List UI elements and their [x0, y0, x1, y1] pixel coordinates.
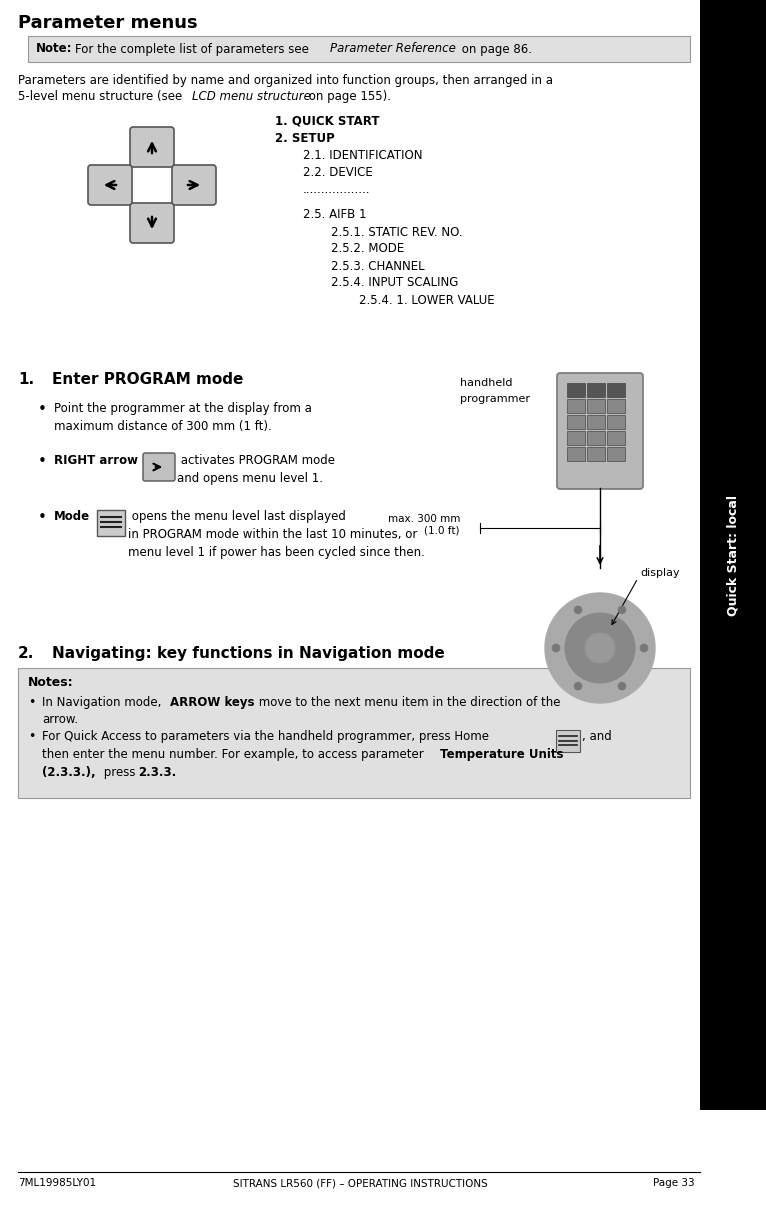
FancyBboxPatch shape	[587, 400, 605, 413]
Text: max. 300 mm
(1.0 ft): max. 300 mm (1.0 ft)	[388, 514, 460, 536]
Text: press: press	[100, 766, 139, 779]
FancyBboxPatch shape	[607, 400, 625, 413]
Text: handheld: handheld	[460, 378, 512, 387]
Text: In Navigation mode,: In Navigation mode,	[42, 696, 165, 709]
FancyBboxPatch shape	[587, 447, 605, 461]
Circle shape	[640, 645, 648, 652]
Text: 7ML19985LY01: 7ML19985LY01	[18, 1178, 96, 1188]
FancyBboxPatch shape	[567, 447, 585, 461]
Text: For the complete list of parameters see: For the complete list of parameters see	[75, 42, 313, 56]
Text: 1.: 1.	[18, 372, 34, 387]
Text: Notes:: Notes:	[28, 676, 74, 689]
Text: LCD menu structure: LCD menu structure	[192, 91, 311, 103]
FancyBboxPatch shape	[88, 165, 132, 205]
FancyBboxPatch shape	[700, 0, 766, 1110]
Text: on page 86.: on page 86.	[458, 42, 532, 56]
Text: opens the menu level last displayed
in PROGRAM mode within the last 10 minutes, : opens the menu level last displayed in P…	[128, 511, 425, 559]
Circle shape	[565, 613, 635, 683]
Text: ARROW keys: ARROW keys	[170, 696, 254, 709]
Text: 2.5.1. STATIC REV. NO.: 2.5.1. STATIC REV. NO.	[331, 226, 463, 239]
FancyBboxPatch shape	[97, 511, 125, 536]
Text: Note:: Note:	[36, 42, 73, 56]
Text: Mode: Mode	[54, 511, 90, 523]
FancyBboxPatch shape	[567, 383, 585, 397]
FancyBboxPatch shape	[567, 431, 585, 445]
FancyBboxPatch shape	[130, 127, 174, 167]
FancyBboxPatch shape	[18, 667, 690, 798]
Text: activates PROGRAM mode
and opens menu level 1.: activates PROGRAM mode and opens menu le…	[177, 454, 335, 485]
FancyBboxPatch shape	[607, 383, 625, 397]
FancyBboxPatch shape	[567, 400, 585, 413]
FancyBboxPatch shape	[607, 431, 625, 445]
Text: then enter the menu number. For example, to access parameter: then enter the menu number. For example,…	[42, 748, 427, 760]
Text: programmer: programmer	[460, 393, 530, 404]
Text: Navigating: key functions in Navigation mode: Navigating: key functions in Navigation …	[52, 646, 445, 661]
FancyBboxPatch shape	[557, 373, 643, 489]
Text: Page 33: Page 33	[653, 1178, 695, 1188]
FancyBboxPatch shape	[607, 447, 625, 461]
Text: RIGHT arrow: RIGHT arrow	[54, 454, 138, 467]
Circle shape	[574, 606, 582, 614]
Circle shape	[574, 682, 582, 690]
Text: move to the next menu item in the direction of the: move to the next menu item in the direct…	[255, 696, 561, 709]
FancyBboxPatch shape	[587, 431, 605, 445]
Circle shape	[618, 682, 626, 690]
Text: SITRANS LR560 (FF) – OPERATING INSTRUCTIONS: SITRANS LR560 (FF) – OPERATING INSTRUCTI…	[233, 1178, 487, 1188]
FancyBboxPatch shape	[556, 730, 580, 752]
Text: •: •	[28, 730, 35, 744]
Text: ..................: ..................	[303, 183, 371, 196]
FancyBboxPatch shape	[172, 165, 216, 205]
Text: 2.5.2. MODE: 2.5.2. MODE	[331, 243, 404, 256]
Text: , and: , and	[582, 730, 612, 744]
FancyBboxPatch shape	[130, 203, 174, 243]
Text: 2.5.4. INPUT SCALING: 2.5.4. INPUT SCALING	[331, 276, 458, 290]
Circle shape	[618, 606, 626, 614]
Text: 2.5. AIFB 1: 2.5. AIFB 1	[303, 209, 366, 222]
Text: 2.: 2.	[18, 646, 34, 661]
Text: Enter PROGRAM mode: Enter PROGRAM mode	[52, 372, 244, 387]
FancyBboxPatch shape	[567, 415, 585, 428]
FancyBboxPatch shape	[143, 453, 175, 482]
Text: 2.3.3.: 2.3.3.	[138, 766, 176, 779]
FancyBboxPatch shape	[607, 415, 625, 428]
FancyBboxPatch shape	[28, 36, 690, 62]
Text: on page 155).: on page 155).	[305, 91, 391, 103]
FancyBboxPatch shape	[587, 383, 605, 397]
Text: Quick Start: local: Quick Start: local	[726, 495, 739, 616]
Text: 5-level menu structure (see: 5-level menu structure (see	[18, 91, 182, 103]
Text: Parameters are identified by name and organized into function groups, then arran: Parameters are identified by name and or…	[18, 74, 553, 87]
Text: Temperature Units: Temperature Units	[440, 748, 564, 760]
Text: •: •	[38, 454, 47, 470]
Text: •: •	[38, 402, 47, 416]
Text: 2.5.3. CHANNEL: 2.5.3. CHANNEL	[331, 260, 424, 273]
Text: Parameter menus: Parameter menus	[18, 14, 198, 33]
Circle shape	[552, 645, 560, 652]
Circle shape	[585, 632, 615, 663]
Text: Point the programmer at the display from a
maximum distance of 300 mm (1 ft).: Point the programmer at the display from…	[54, 402, 312, 433]
Text: arrow.: arrow.	[42, 713, 78, 725]
Text: Parameter Reference: Parameter Reference	[330, 42, 456, 56]
Text: 2.2. DEVICE: 2.2. DEVICE	[303, 167, 373, 179]
Text: •: •	[28, 696, 35, 709]
Text: 1. QUICK START: 1. QUICK START	[275, 115, 379, 128]
Text: 2.1. IDENTIFICATION: 2.1. IDENTIFICATION	[303, 148, 423, 162]
Text: For Quick Access to parameters via the handheld programmer, press Home: For Quick Access to parameters via the h…	[42, 730, 489, 744]
Text: •: •	[38, 511, 47, 525]
Text: 2. SETUP: 2. SETUP	[275, 132, 335, 145]
Text: display: display	[640, 568, 679, 578]
Text: (2.3.3.),: (2.3.3.),	[42, 766, 96, 779]
Circle shape	[545, 593, 655, 702]
Text: 2.5.4. 1. LOWER VALUE: 2.5.4. 1. LOWER VALUE	[359, 293, 495, 307]
FancyBboxPatch shape	[587, 415, 605, 428]
